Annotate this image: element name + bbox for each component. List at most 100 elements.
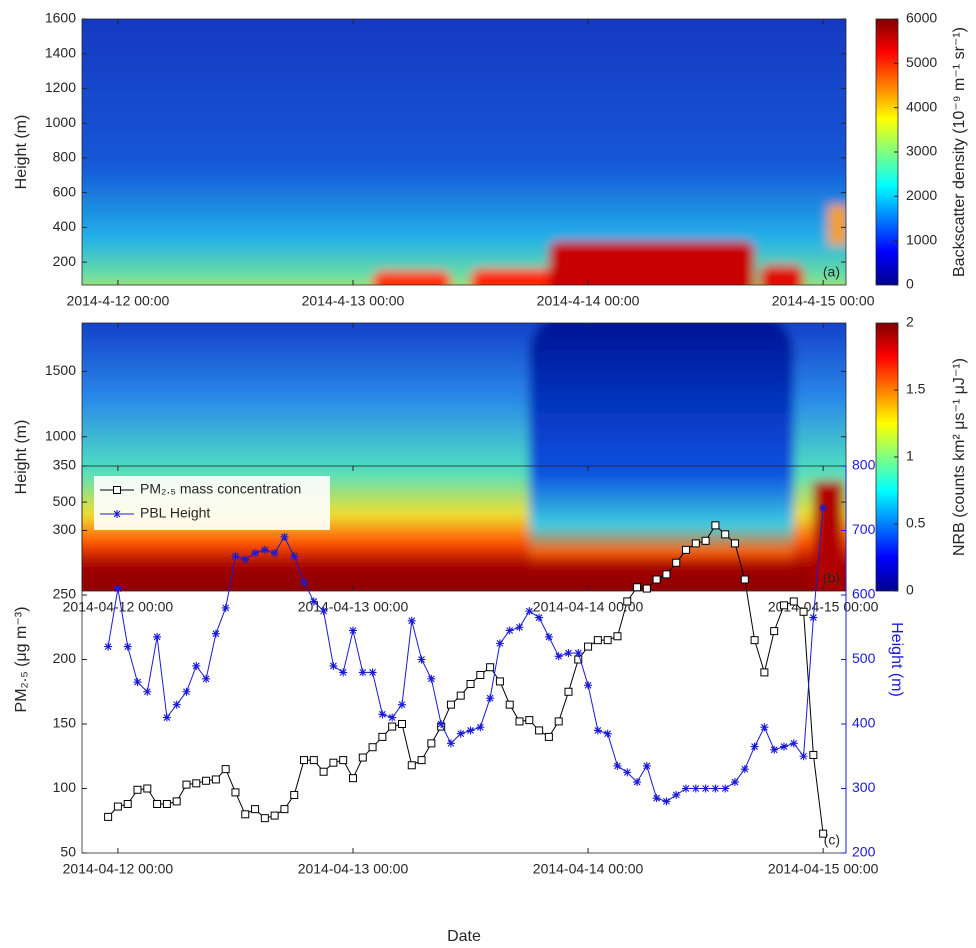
marker (613, 761, 622, 770)
marker (339, 756, 348, 765)
marker (221, 603, 230, 612)
marker (241, 810, 250, 819)
heatmap-field (82, 19, 846, 285)
marker (779, 601, 788, 610)
marker (309, 756, 318, 765)
marker (809, 613, 818, 622)
marker (584, 681, 593, 690)
colorbar-tick-label: 1 (906, 448, 914, 464)
y-tick-label: 1600 (45, 10, 76, 26)
heatmap-feature (470, 269, 569, 285)
marker (192, 779, 201, 788)
y2-tick-label: 700 (852, 521, 876, 537)
colorbar-tick-label: 2000 (906, 187, 937, 203)
y-tick-label: 800 (53, 149, 77, 165)
x-tick-label: 2014-4-13 00:00 (302, 293, 405, 309)
marker (672, 790, 681, 799)
y2-tick-label: 500 (852, 650, 876, 666)
marker (554, 652, 563, 661)
y-tick-label: 250 (53, 586, 77, 602)
marker (760, 723, 769, 732)
marker (162, 799, 171, 808)
marker (564, 649, 573, 658)
marker (554, 717, 563, 726)
heatmap-feature (372, 271, 451, 285)
axes-box (81, 18, 847, 286)
marker (280, 532, 289, 541)
marker (642, 584, 651, 593)
marker (593, 726, 602, 735)
marker (113, 802, 122, 811)
marker (476, 723, 485, 732)
y-axis-label: Height (m) (13, 420, 30, 495)
marker (721, 530, 730, 539)
marker (300, 578, 309, 587)
x-tick-label: 2014-4-15 00:00 (772, 293, 875, 309)
marker (290, 552, 299, 561)
marker (113, 510, 121, 518)
y2-tick-label: 200 (852, 844, 876, 860)
marker (104, 812, 113, 821)
marker (378, 732, 387, 741)
marker (211, 629, 220, 638)
marker (143, 687, 152, 696)
heatmap-field (529, 323, 794, 591)
colorbar-tick-label: 1000 (906, 231, 937, 247)
marker (574, 649, 583, 658)
marker (192, 661, 201, 670)
x-tick-label: 2014-4-12 00:00 (67, 293, 170, 309)
marker (231, 788, 240, 797)
marker (182, 780, 191, 789)
y-tick-label: 1400 (45, 44, 76, 60)
marker (260, 814, 269, 823)
marker (691, 784, 700, 793)
heatmap-feature (548, 241, 755, 285)
y-tick-label: 200 (53, 253, 77, 269)
marker (388, 722, 397, 731)
colorbar-tick-label: 5000 (906, 54, 937, 70)
y-tick-label: 1500 (45, 362, 76, 378)
marker (701, 536, 710, 545)
marker (270, 811, 279, 820)
marker (368, 668, 377, 677)
x-tick-label: 2014-04-15 00:00 (768, 861, 879, 877)
marker (730, 778, 739, 787)
marker (309, 597, 318, 606)
marker (113, 486, 121, 494)
marker (319, 607, 328, 616)
marker (153, 799, 162, 808)
marker (319, 767, 328, 776)
legend-label: PM₂.₅ mass concentration (140, 481, 301, 497)
heatmap-feature (759, 265, 804, 285)
x-tick-label: 2014-04-13 00:00 (298, 861, 409, 877)
y-axis-label: PM₂.₅ (μg m⁻³) (13, 607, 30, 713)
marker (535, 726, 544, 735)
y-tick-label: 300 (53, 521, 77, 537)
marker (417, 655, 426, 664)
marker (466, 726, 475, 735)
marker (633, 583, 642, 592)
marker (544, 632, 553, 641)
colorbar-label: NRB (counts km² μs⁻¹ μJ⁻¹) (951, 358, 968, 556)
marker (495, 677, 504, 686)
colorbar-tick-label: 0 (906, 276, 914, 292)
y-tick-label: 500 (53, 493, 77, 509)
marker (407, 616, 416, 625)
marker (123, 642, 132, 651)
marker (446, 700, 455, 709)
marker (515, 623, 524, 632)
marker (515, 717, 524, 726)
marker (172, 797, 181, 806)
marker (251, 805, 260, 814)
marker (270, 549, 279, 558)
marker (740, 575, 749, 584)
marker (368, 743, 377, 752)
marker (466, 680, 475, 689)
marker (701, 784, 710, 793)
y-tick-label: 1000 (45, 427, 76, 443)
marker (221, 765, 230, 774)
marker (280, 805, 289, 814)
marker (133, 678, 142, 687)
marker (819, 829, 828, 838)
marker (427, 674, 436, 683)
